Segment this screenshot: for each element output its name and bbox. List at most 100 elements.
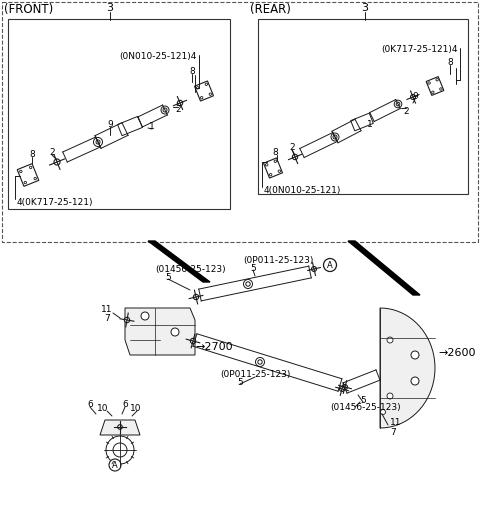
Text: 4(0N010-25-121): 4(0N010-25-121) [264,186,341,195]
Circle shape [432,91,434,93]
Circle shape [258,360,262,364]
Text: (01456-25-123): (01456-25-123) [155,265,226,274]
Polygon shape [380,308,435,428]
Circle shape [193,294,199,300]
Text: →2600: →2600 [438,348,476,358]
Circle shape [209,93,212,95]
Text: 11: 11 [101,305,113,314]
Text: (0P011-25-123): (0P011-25-123) [220,370,290,379]
Text: 5: 5 [250,264,256,273]
Text: 4(0K717-25-121): 4(0K717-25-121) [17,198,94,207]
Text: (01456-25-123): (01456-25-123) [330,403,401,412]
Circle shape [191,338,196,344]
Text: 6: 6 [87,400,93,409]
Text: (0P011-25-123): (0P011-25-123) [243,256,313,265]
Circle shape [118,425,122,429]
Text: 6: 6 [122,400,128,409]
Polygon shape [351,113,373,131]
Text: 11: 11 [390,418,401,427]
Polygon shape [118,116,143,136]
Circle shape [196,87,199,89]
Circle shape [113,443,127,457]
Circle shape [96,140,100,144]
Circle shape [428,82,430,84]
Text: (REAR): (REAR) [250,3,291,16]
Text: 8: 8 [29,150,35,159]
Text: 8: 8 [189,67,195,76]
Circle shape [54,159,60,165]
Bar [2,2,478,242]
Circle shape [292,154,298,159]
Circle shape [436,78,438,81]
Text: 10: 10 [130,404,142,413]
Polygon shape [100,420,140,435]
Circle shape [243,280,252,288]
Circle shape [411,351,419,359]
Circle shape [94,137,103,147]
Text: 2: 2 [175,105,180,114]
Circle shape [387,393,393,399]
Text: 5: 5 [165,273,171,282]
Circle shape [205,83,207,86]
Text: A: A [327,261,333,269]
Circle shape [161,106,169,114]
Text: 3: 3 [361,3,369,13]
Text: 5: 5 [237,378,243,387]
Circle shape [339,386,345,392]
Circle shape [255,358,264,366]
Text: 7: 7 [104,314,110,323]
Circle shape [343,384,348,390]
Circle shape [324,259,336,271]
Circle shape [171,328,179,336]
Text: 2: 2 [403,107,408,116]
Circle shape [387,337,393,343]
Circle shape [333,135,337,139]
Bar [8,19,230,209]
Circle shape [394,100,402,108]
Text: 2: 2 [289,143,295,152]
Circle shape [274,160,276,163]
Text: 7: 7 [390,428,396,437]
Circle shape [34,178,36,180]
Circle shape [24,181,26,184]
Circle shape [246,282,250,286]
Text: 10: 10 [97,404,108,413]
Text: →2700: →2700 [195,342,233,352]
Circle shape [177,100,183,106]
Circle shape [278,170,280,172]
Text: 1: 1 [367,120,373,129]
Text: 1: 1 [149,122,155,131]
Text: (0N010-25-121)4: (0N010-25-121)4 [120,52,197,61]
Text: A: A [112,460,118,470]
Circle shape [29,166,32,169]
Text: 5: 5 [360,396,366,405]
Text: 8: 8 [447,58,453,67]
Circle shape [381,410,385,414]
Circle shape [124,317,130,322]
Text: 3: 3 [107,3,113,13]
Circle shape [106,436,134,464]
Polygon shape [125,308,195,355]
Text: (FRONT): (FRONT) [4,3,53,16]
Circle shape [312,267,316,271]
Circle shape [109,459,121,471]
Text: 9: 9 [412,92,418,101]
Circle shape [269,173,272,176]
Circle shape [440,88,442,90]
Text: 9: 9 [107,120,113,129]
Circle shape [141,312,149,320]
Bar [258,19,468,194]
Circle shape [410,94,416,100]
Text: 8: 8 [272,148,278,157]
Circle shape [201,96,203,99]
Circle shape [20,170,22,173]
Polygon shape [348,241,420,295]
Circle shape [163,108,167,112]
Circle shape [265,164,268,166]
Circle shape [331,133,339,141]
Circle shape [411,377,419,385]
Text: 2: 2 [49,148,55,157]
Circle shape [396,102,400,106]
Polygon shape [148,241,210,282]
Text: (0K717-25-121)4: (0K717-25-121)4 [382,45,458,54]
